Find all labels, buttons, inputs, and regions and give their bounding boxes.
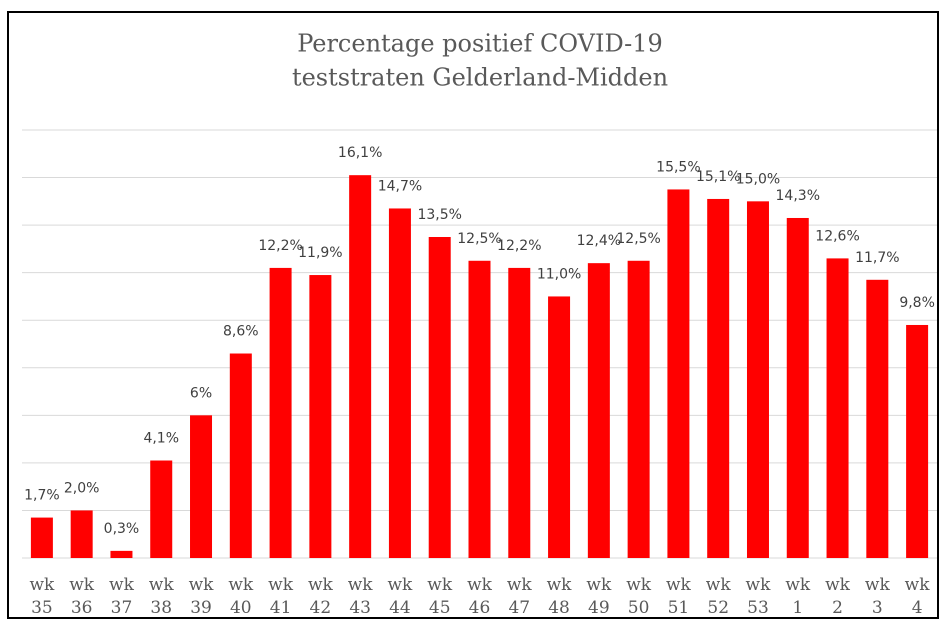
bar [229, 353, 252, 558]
data-label: 11,7% [855, 250, 899, 266]
data-label: 8,6% [223, 324, 259, 340]
bar [269, 267, 292, 558]
x-tick-label: wk 48 [547, 575, 573, 618]
data-label: 11,0% [537, 266, 581, 282]
x-tick-label: wk 52 [706, 575, 732, 618]
data-label: 2,0% [64, 480, 100, 496]
bar [508, 267, 531, 558]
bar [428, 237, 451, 558]
bar [150, 460, 173, 558]
x-tick-label: wk 43 [348, 575, 374, 618]
data-label: 12,5% [457, 231, 501, 247]
bar [548, 296, 571, 558]
x-tick-label: wk 47 [507, 575, 533, 618]
bar [349, 175, 372, 558]
x-tick-label: wk 49 [586, 575, 612, 618]
x-tick-label: wk 39 [189, 575, 215, 618]
bar [627, 260, 650, 558]
bar [388, 208, 411, 558]
data-label: 14,7% [378, 178, 422, 194]
x-tick-label: wk 35 [29, 575, 55, 618]
data-label: 4,1% [143, 431, 179, 447]
x-tick-label: wk 42 [308, 575, 334, 618]
bar [866, 279, 889, 558]
x-tick-label: wk 44 [388, 575, 414, 618]
bar [707, 198, 730, 558]
data-label: 12,2% [258, 238, 302, 254]
data-label: 12,2% [497, 238, 541, 254]
bar [70, 510, 93, 558]
x-tick-label: wk 38 [149, 575, 175, 618]
data-label: 12,4% [577, 233, 621, 249]
data-label: 0,3% [104, 521, 140, 537]
data-label: 11,9% [298, 245, 342, 261]
data-label: 16,1% [338, 145, 382, 161]
bar [906, 324, 929, 558]
x-tick-label: wk 1 [785, 575, 811, 618]
data-label: 15,0% [736, 171, 780, 187]
x-tick-label: wk 4 [905, 575, 931, 618]
bar [309, 275, 332, 558]
bar [786, 217, 809, 558]
bar [110, 550, 133, 558]
bar [667, 189, 690, 558]
bar [190, 415, 213, 558]
data-label: 15,1% [696, 169, 740, 185]
x-tick-label: wk 36 [69, 575, 95, 618]
bar [30, 517, 53, 558]
data-label: 14,3% [776, 188, 820, 204]
x-tick-label: wk 50 [626, 575, 652, 618]
x-tick-label: wk 40 [228, 575, 254, 618]
bar [468, 260, 491, 558]
x-tick-label: wk 51 [666, 575, 692, 618]
data-label: 12,5% [616, 231, 660, 247]
x-tick-label: wk 53 [746, 575, 772, 618]
bar [746, 201, 769, 559]
x-tick-label: wk 3 [865, 575, 891, 618]
data-label: 1,7% [24, 488, 60, 504]
x-tick-label: wk 37 [109, 575, 135, 618]
data-label: 9,8% [899, 295, 935, 311]
x-tick-label: wk 41 [268, 575, 294, 618]
x-tick-label: wk 45 [427, 575, 453, 618]
data-label: 6% [190, 385, 212, 401]
x-tick-label: wk 46 [467, 575, 493, 618]
chart-title: Percentage positief COVID-19 [297, 30, 663, 58]
x-tick-label: wk 2 [825, 575, 851, 618]
data-label: 12,6% [815, 228, 859, 244]
chart-title: teststraten Gelderland-Midden [292, 64, 668, 92]
data-label: 15,5% [656, 159, 700, 175]
bar [587, 263, 610, 558]
bar [826, 258, 849, 558]
data-label: 13,5% [417, 207, 461, 223]
